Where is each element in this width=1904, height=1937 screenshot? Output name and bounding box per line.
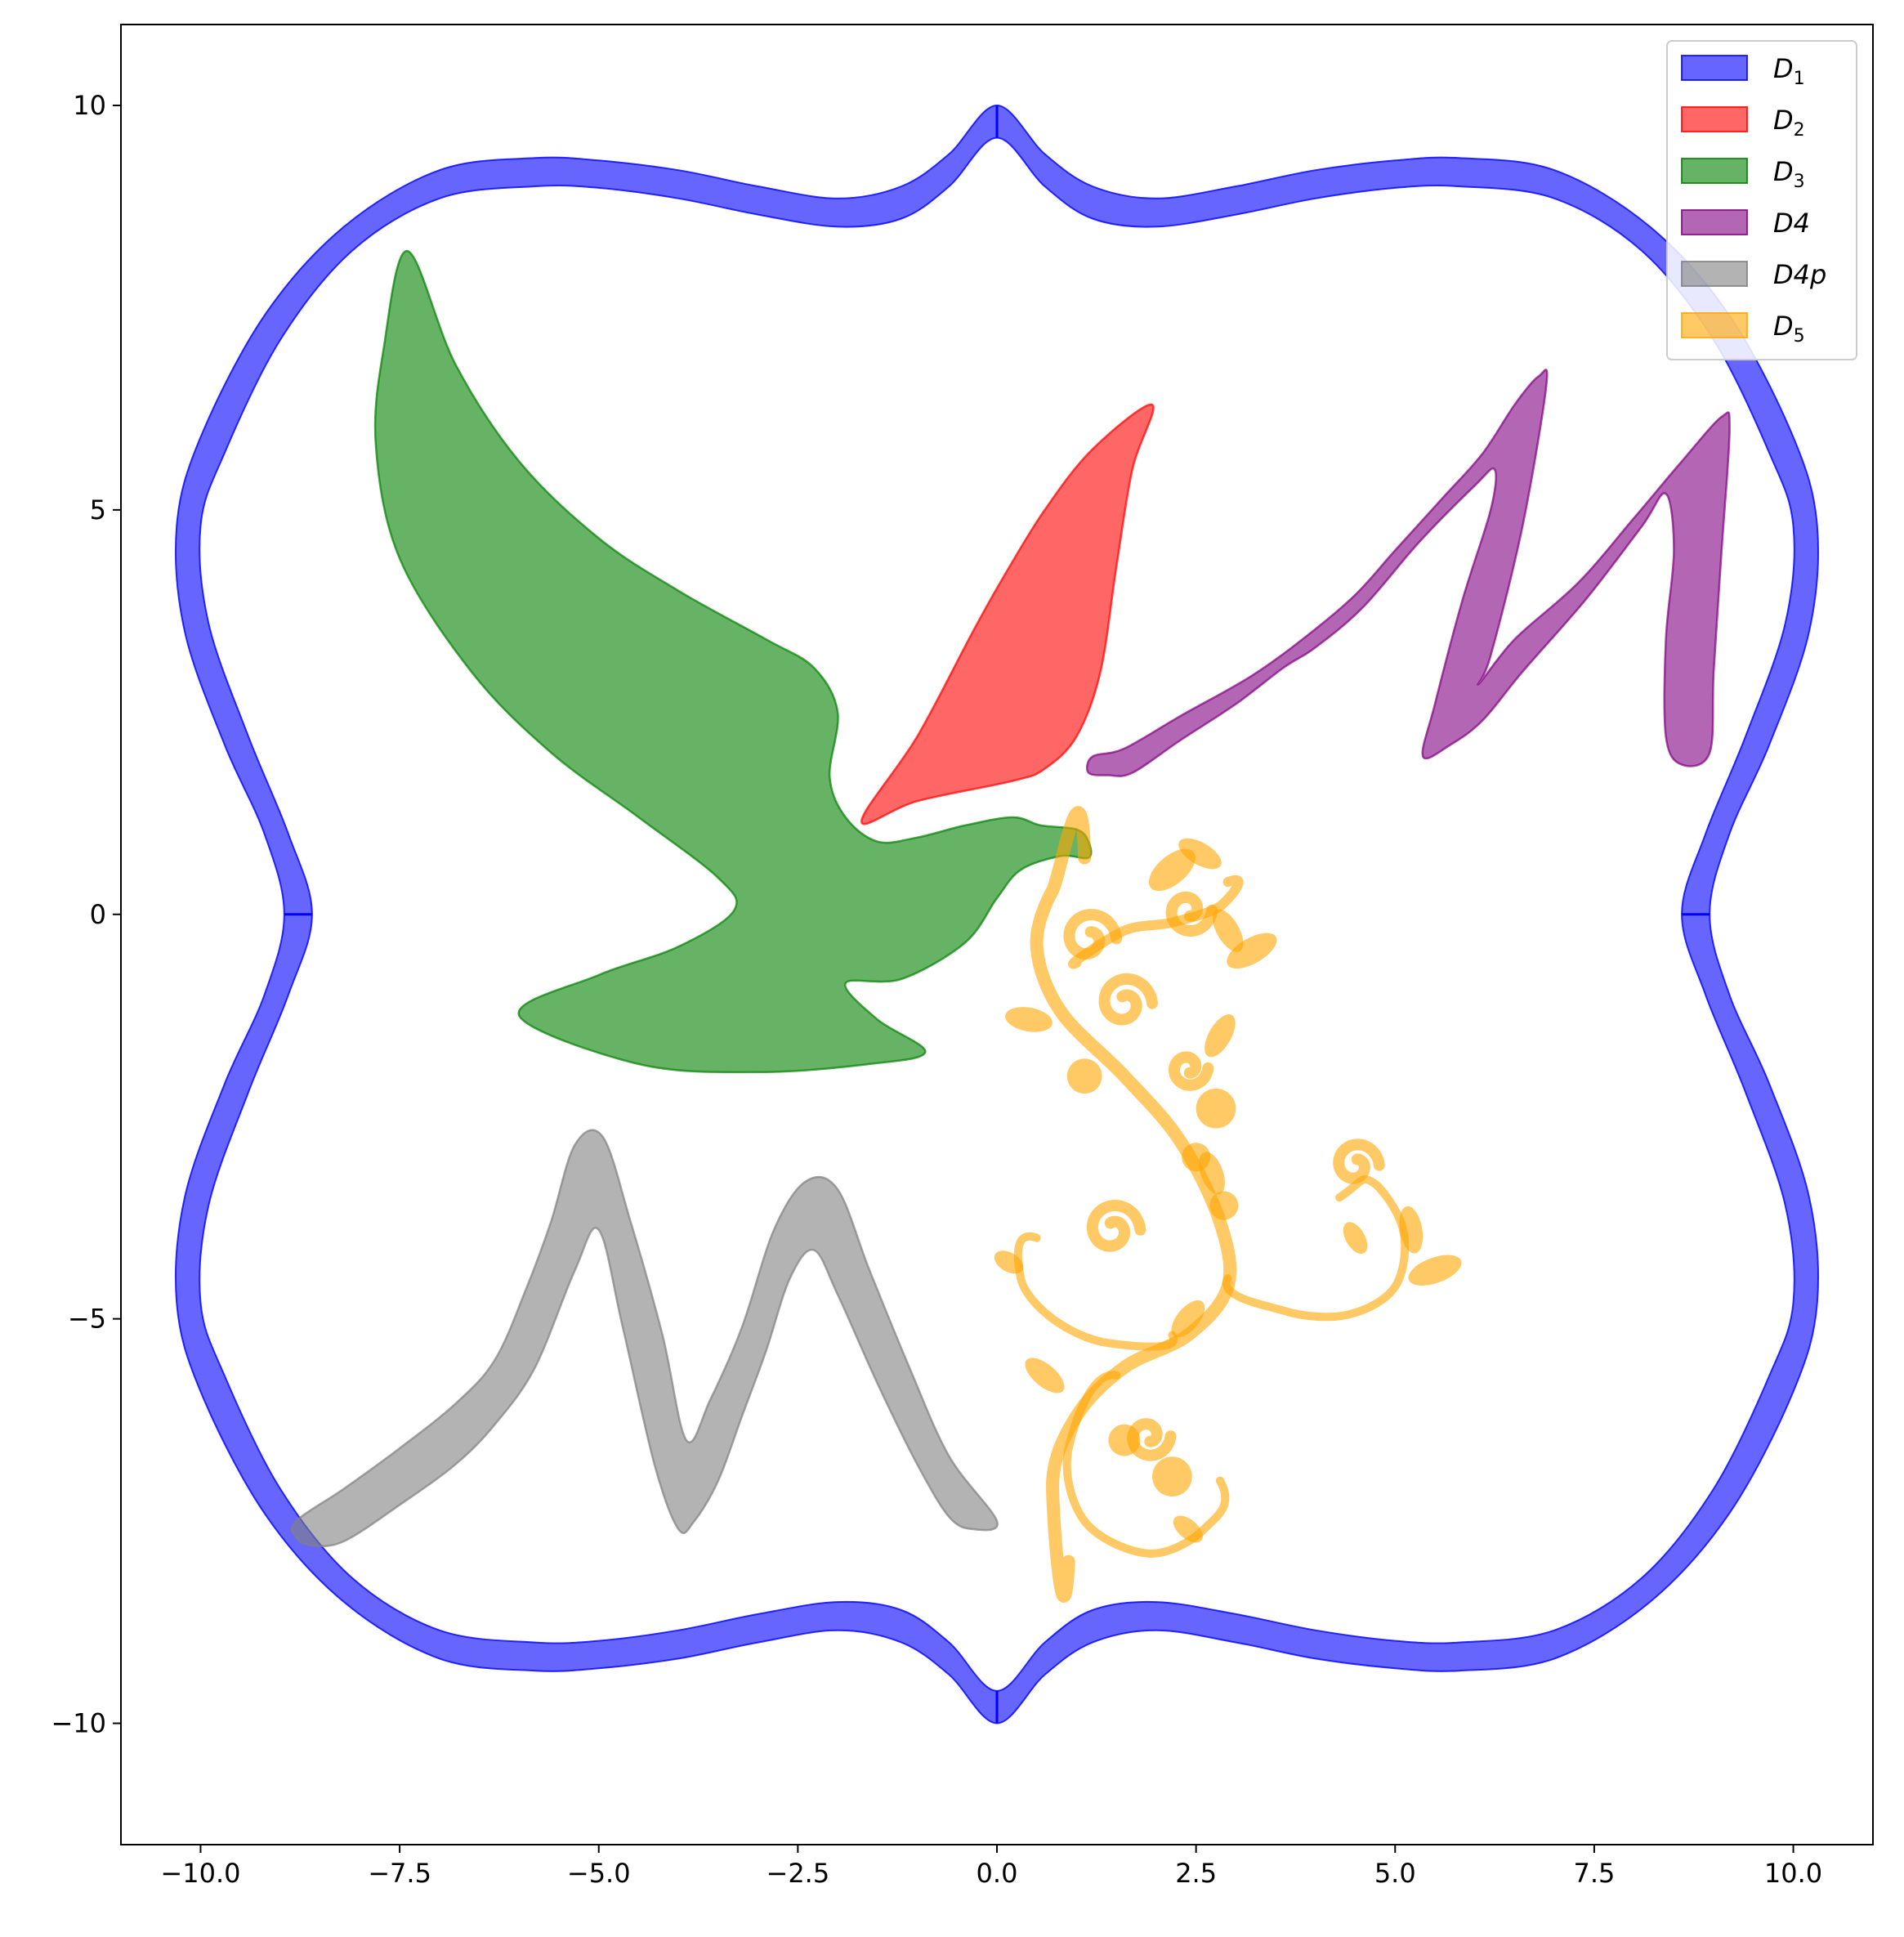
legend-swatch-d1 [1681,55,1748,81]
legend-label-d2: D2 [1773,105,1805,141]
legend-label-d5: D5 [1773,311,1805,347]
x-tick-label: −5.0 [567,1858,631,1889]
x-tick-label: 0.0 [977,1858,1018,1889]
d5-bud-1 [1066,1058,1102,1094]
legend-box [1666,40,1857,360]
x-tick-label: 2.5 [1175,1858,1217,1889]
legend-label-d4p: D4p [1773,259,1826,290]
d5-leaf-13 [1173,1515,1203,1543]
d5-leaf-4 [1212,909,1244,952]
y-tick-label: 0 [90,899,106,930]
x-tick-label: 5.0 [1374,1858,1416,1889]
d5-leaf-7 [1199,1152,1225,1195]
d5-leaf-2 [1178,838,1222,870]
y-tick-label: 5 [90,494,106,526]
d5-spiral-7 [1333,1138,1385,1184]
legend-label-d3: D3 [1773,156,1805,192]
d5-leaf-6 [1205,1013,1236,1058]
x-tick-label: −7.5 [368,1858,431,1889]
d5-spiral-1 [1063,909,1123,960]
x-axis: −10.0 −7.5 −5.0 −2.5 0.0 2.5 5.0 7.5 10.0 [160,1845,1822,1889]
legend-label-d1: D1 [1773,53,1805,89]
legend-swatch-d3 [1681,158,1748,184]
y-tick-label: −10 [51,1708,106,1739]
legend: D1 D2 D3 D4 D4p D5 [1666,40,1857,360]
d5-leaf-10 [1343,1222,1368,1255]
d5-branch-left [1013,1232,1178,1351]
d5-leaf-1 [1148,848,1196,892]
d2-area [860,403,1155,825]
d5-bud-6 [1209,1191,1239,1220]
legend-swatch-d2 [1681,106,1748,132]
d5-leaf-8 [1408,1255,1462,1286]
x-tick-label: −2.5 [767,1858,830,1889]
axes-frame [120,24,1874,1845]
d5-branch-right [1222,1175,1410,1322]
d5-branch-low [1062,1371,1230,1558]
legend-swatch-d5 [1681,312,1748,338]
d5-ornament [994,806,1462,1603]
d5-leaf-14 [994,1250,1024,1274]
d5-leaf-5 [1005,1007,1053,1032]
d5-spiral-6 [1127,1418,1177,1461]
d4p-area [291,1129,999,1548]
d5-stem [1030,806,1237,1603]
y-tick-label: −5 [68,1304,106,1335]
plot-area [175,104,1819,1725]
legend-label-d4: D4 [1773,208,1810,239]
x-tick-label: −10.0 [160,1858,240,1889]
d5-leaf-11 [1025,1358,1065,1393]
d5-bud-2 [1196,1088,1236,1129]
y-tick-label: 10 [73,90,106,121]
legend-swatch-d4 [1681,209,1748,235]
y-axis: 10 5 0 −5 −10 [51,90,121,1739]
d5-spiral-5 [1086,1199,1146,1252]
d4-area [1085,369,1731,777]
d5-bud-5 [1108,1424,1141,1456]
d3-area [373,249,1093,1074]
legend-swatch-d4p [1681,261,1748,287]
d5-leaf-12 [1171,1300,1205,1338]
x-tick-label: 10.0 [1764,1858,1822,1889]
d5-leaf-3 [1227,933,1277,969]
x-tick-label: 7.5 [1573,1858,1615,1889]
d5-spiral-3 [1098,973,1158,1026]
d5-spiral-4 [1168,1051,1214,1091]
d5-leaf-9 [1399,1206,1424,1254]
d5-spiral-2 [1165,891,1218,937]
d5-bud-4 [1152,1456,1192,1497]
